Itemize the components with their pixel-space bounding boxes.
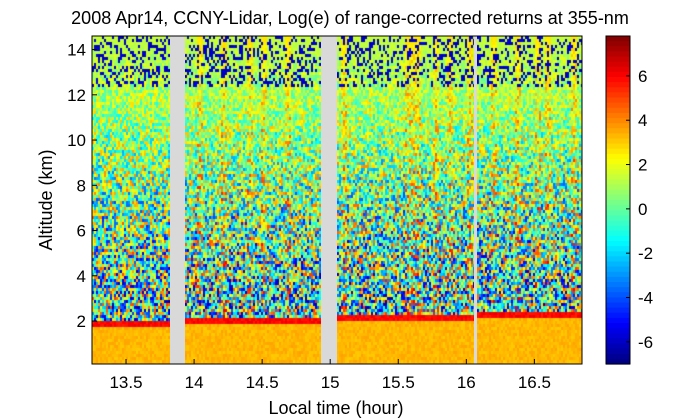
colorbar: -6 -4 -2 0 2 4 6	[605, 35, 653, 365]
colorbar-swatch	[606, 312, 630, 319]
colorbar-swatch	[606, 71, 630, 78]
colorbar-swatch	[606, 102, 630, 109]
plot-frame	[91, 35, 583, 365]
colorbar-swatch	[606, 153, 630, 160]
colorbar-swatch	[606, 133, 630, 140]
plot-area	[91, 35, 583, 365]
colorbar-swatch	[606, 215, 630, 222]
colorbar-swatch	[606, 118, 630, 124]
colorbar-swatch	[606, 230, 630, 237]
chart-title: 2008 Apr14, CCNY-Lidar, Log(e) of range-…	[71, 8, 629, 28]
colorbar-swatch	[606, 323, 630, 329]
y-axis: 2 4 6 8 10 12 14	[67, 41, 97, 331]
colorbar-swatch	[606, 292, 630, 298]
y-tick-label: 10	[67, 131, 86, 150]
colorbar-tick-label: -6	[638, 333, 653, 352]
colorbar-swatch	[606, 169, 630, 175]
colorbar-swatch	[606, 225, 630, 232]
colorbar-swatch	[606, 317, 630, 324]
colorbar-swatch	[606, 179, 630, 186]
heatmap-segment-2	[185, 36, 321, 364]
colorbar-swatch	[606, 107, 630, 114]
x-tick-label: 14	[185, 373, 204, 392]
colorbar-swatch	[606, 36, 630, 42]
colorbar-swatch	[606, 205, 630, 211]
colorbar-swatch	[606, 66, 630, 73]
colorbar-tick-label: 6	[638, 67, 647, 86]
colorbar-swatch	[606, 276, 630, 283]
colorbar-tick-label: 0	[638, 200, 647, 219]
colorbar-swatch	[606, 246, 630, 252]
y-tick-label: 2	[77, 312, 86, 331]
y-tick-label: 4	[77, 267, 86, 286]
x-tick-label: 15	[321, 373, 340, 392]
colorbar-swatch	[606, 128, 630, 134]
colorbar-swatch	[606, 297, 630, 304]
y-axis-label: Altitude (km)	[36, 149, 56, 250]
colorbar-swatch	[606, 97, 630, 104]
colorbar-swatch	[606, 51, 630, 58]
colorbar-frame	[605, 35, 631, 365]
colorbar-swatch	[606, 174, 630, 181]
x-axis: 13.5 14 14.5 15 15.5 16 16.5	[109, 359, 551, 392]
colorbar-swatch	[606, 138, 630, 145]
colorbar-swatch	[606, 87, 630, 93]
colorbar-swatch	[606, 256, 630, 263]
colorbar-swatch	[606, 235, 630, 242]
colorbar-swatch	[606, 143, 630, 150]
colorbar-tick-label: 4	[638, 111, 647, 130]
colorbar-swatch	[606, 287, 630, 293]
colorbar-swatch	[606, 194, 630, 201]
x-tick-label: 13.5	[109, 373, 142, 392]
colorbar-swatch	[606, 46, 630, 52]
colorbar-swatch	[606, 220, 630, 227]
colorbar-swatch	[606, 328, 630, 334]
colorbar-swatch	[606, 353, 630, 360]
colorbar-swatch	[606, 61, 630, 68]
x-tick-label: 16	[457, 373, 476, 392]
colorbar-swatch	[606, 200, 630, 206]
colorbar-swatch	[606, 343, 630, 350]
colorbar-swatch	[606, 92, 630, 99]
x-axis-label: Local time (hour)	[268, 398, 403, 418]
colorbar-swatch	[606, 123, 630, 129]
colorbar-swatch	[606, 358, 630, 365]
colorbar-swatch	[606, 77, 630, 83]
colorbar-swatch	[606, 348, 630, 355]
colorbar-tick-label: -4	[638, 289, 653, 308]
y-tick-label: 8	[77, 176, 86, 195]
colorbar-swatch	[606, 271, 630, 278]
colorbar-swatch	[606, 210, 630, 216]
colorbar-tick-label: 2	[638, 156, 647, 175]
colorbar-swatch	[606, 164, 630, 170]
colorbar-swatch	[606, 148, 630, 155]
colorbar-tick-label: -2	[638, 244, 653, 263]
colorbar-swatch	[606, 261, 630, 268]
y-tick-label: 12	[67, 86, 86, 105]
x-tick-label: 14.5	[246, 373, 279, 392]
x-tick-label: 16.5	[518, 373, 551, 392]
heatmap-segment-1	[92, 36, 170, 364]
colorbar-swatch	[606, 159, 630, 165]
colorbar-swatch	[606, 333, 630, 339]
colorbar-swatch	[606, 41, 630, 47]
y-tick-label: 6	[77, 222, 86, 241]
x-tick-label: 15.5	[382, 373, 415, 392]
heatmap-segment-4	[477, 36, 582, 364]
colorbar-swatch	[606, 56, 630, 63]
colorbar-swatch	[606, 302, 630, 309]
colorbar-swatch	[606, 82, 630, 88]
heatmap-segment-3	[337, 36, 474, 364]
colorbar-swatch	[606, 184, 630, 191]
colorbar-swatch	[606, 282, 630, 288]
colorbar-swatch	[606, 307, 630, 314]
y-tick-label: 14	[67, 41, 86, 60]
colorbar-swatch	[606, 266, 630, 273]
colorbar-swatch	[606, 251, 630, 257]
colorbar-swatch	[606, 338, 630, 345]
colorbar-swatch	[606, 112, 630, 119]
colorbar-swatch	[606, 241, 630, 247]
colorbar-swatch	[606, 189, 630, 196]
